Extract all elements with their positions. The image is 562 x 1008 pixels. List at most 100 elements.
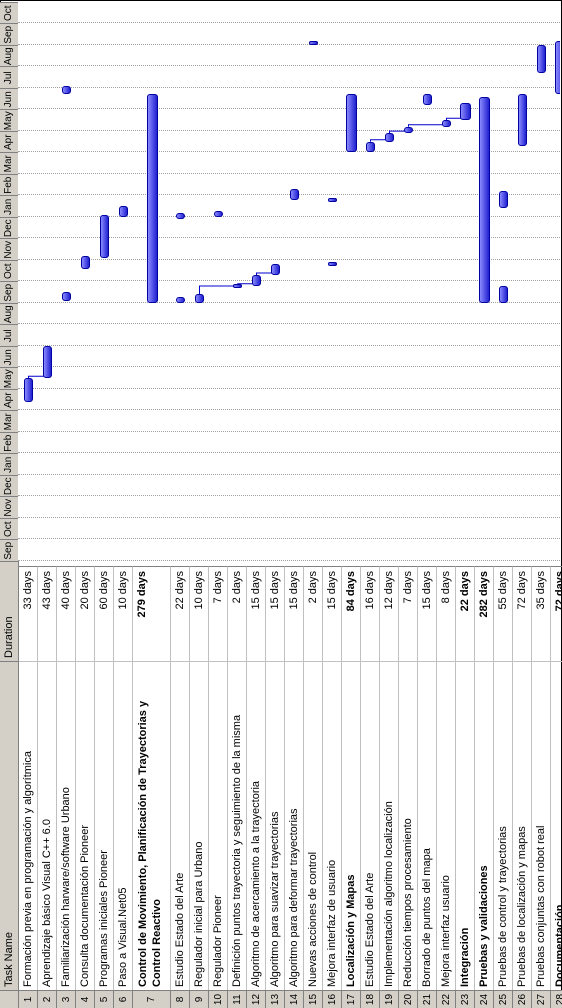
gantt-bar-task-25-segment-2[interactable]: [499, 191, 508, 209]
task-name[interactable]: Algoritmo para deformar trayectorias: [285, 661, 304, 990]
task-id[interactable]: 20: [399, 990, 418, 1008]
task-duration[interactable]: 35 days: [532, 566, 551, 661]
task-name[interactable]: Reducción tiempos procesamiento: [399, 661, 418, 990]
gantt-bar-task-27[interactable]: [537, 45, 546, 73]
task-id[interactable]: 13: [266, 990, 285, 1008]
task-id[interactable]: 6: [114, 990, 133, 1008]
task-id[interactable]: 8: [171, 990, 190, 1008]
gantt-bar-task-28[interactable]: [555, 40, 560, 95]
task-duration[interactable]: 12 days: [380, 566, 399, 661]
gantt-bar-task-11[interactable]: [233, 283, 242, 288]
task-id[interactable]: 17: [342, 990, 361, 1008]
task-id[interactable]: 10: [209, 990, 228, 1008]
task-name[interactable]: Control de Movimiento, Planificación de …: [133, 661, 171, 990]
task-duration[interactable]: 7 days: [209, 566, 228, 661]
task-name[interactable]: Borrado de puntos del mapa: [418, 661, 437, 990]
task-duration[interactable]: 10 days: [114, 566, 133, 661]
gantt-bar-task-10[interactable]: [214, 210, 223, 217]
gantt-bar-task-9[interactable]: [195, 294, 204, 303]
task-duration[interactable]: 40 days: [57, 566, 76, 661]
task-duration[interactable]: 15 days: [247, 566, 266, 661]
gantt-bar-task-20[interactable]: [404, 126, 413, 134]
gantt-bar-task-8[interactable]: [176, 296, 185, 303]
task-id[interactable]: 4: [76, 990, 95, 1008]
id-column-header[interactable]: [0, 990, 18, 1008]
task-duration[interactable]: 2 days: [228, 566, 247, 661]
task-id[interactable]: 12: [247, 990, 266, 1008]
gantt-bar-task-23[interactable]: [460, 103, 471, 121]
task-name[interactable]: Aprendizaje básico Visual C++ 6.0: [38, 661, 57, 990]
task-duration[interactable]: 2 days: [304, 566, 323, 661]
task-name[interactable]: Estudio Estado del Arte: [171, 661, 190, 990]
task-duration[interactable]: 22 days: [171, 566, 190, 661]
task-name[interactable]: Regulador inicial para Urbano: [190, 661, 209, 990]
task-id[interactable]: 16: [323, 990, 342, 1008]
task-id[interactable]: 2: [38, 990, 57, 1008]
gantt-bar-task-26[interactable]: [518, 94, 527, 147]
task-name[interactable]: Consulta documentación Pioneer: [76, 661, 95, 990]
task-name[interactable]: Formación previa en programación y algor…: [19, 661, 38, 990]
gantt-bar-task-5[interactable]: [100, 214, 109, 258]
task-duration[interactable]: 55 days: [494, 566, 513, 661]
gantt-bar-task-24[interactable]: [479, 96, 490, 303]
task-name[interactable]: Algoritmo para suavizar trayectorias: [266, 661, 285, 990]
task-id[interactable]: 23: [456, 990, 475, 1008]
gantt-bar-task-21[interactable]: [423, 94, 432, 106]
task-id[interactable]: 18: [361, 990, 380, 1008]
task-id[interactable]: 1: [19, 990, 38, 1008]
task-id[interactable]: 14: [285, 990, 304, 1008]
task-name[interactable]: Pruebas de localización y mapas: [513, 661, 532, 990]
gantt-bar-task-22[interactable]: [442, 120, 451, 127]
task-duration[interactable]: 7 days: [399, 566, 418, 661]
gantt-bar-task-19[interactable]: [385, 133, 394, 142]
task-name[interactable]: Programas iniciales Pioneer: [95, 661, 114, 990]
task-duration[interactable]: 15 days: [285, 566, 304, 661]
gantt-bar-task-13[interactable]: [271, 264, 280, 276]
task-id[interactable]: 28: [551, 990, 562, 1008]
gantt-bar-task-3-segment-2[interactable]: [62, 85, 71, 95]
task-name[interactable]: Paso a Visual.Net05: [114, 661, 133, 990]
task-id[interactable]: 21: [418, 990, 437, 1008]
duration-column-header[interactable]: Duration: [0, 561, 18, 661]
task-name[interactable]: Nuevas acciones de control: [304, 661, 323, 990]
task-duration[interactable]: 8 days: [437, 566, 456, 661]
task-id[interactable]: 11: [228, 990, 247, 1008]
gantt-bar-task-15[interactable]: [309, 40, 318, 45]
task-name[interactable]: Mejora interfaz de usuario: [323, 661, 342, 990]
task-duration[interactable]: 20 days: [76, 566, 95, 661]
task-name[interactable]: Implementación algoritmo localización: [380, 661, 399, 990]
task-name[interactable]: Pruebas de control y trayectorias: [494, 661, 513, 990]
task-id[interactable]: 26: [513, 990, 532, 1008]
task-id[interactable]: 5: [95, 990, 114, 1008]
task-id[interactable]: 19: [380, 990, 399, 1008]
task-duration[interactable]: 15 days: [418, 566, 437, 661]
task-duration[interactable]: 33 days: [19, 566, 38, 661]
task-name[interactable]: Definición puntos trayectoria y seguimie…: [228, 661, 247, 990]
task-duration[interactable]: 72 days: [551, 566, 562, 661]
gantt-bar-task-3[interactable]: [62, 292, 71, 301]
task-duration[interactable]: 279 days: [133, 566, 171, 661]
task-id[interactable]: 15: [304, 990, 323, 1008]
task-name[interactable]: Mejora interfaz usuario: [437, 661, 456, 990]
gantt-bar-task-17[interactable]: [346, 94, 357, 153]
gantt-bar-task-25[interactable]: [499, 285, 508, 303]
task-duration[interactable]: 22 days: [456, 566, 475, 661]
gantt-bar-task-16[interactable]: [328, 262, 337, 267]
task-name[interactable]: Localización y Mapas: [342, 661, 361, 990]
task-name-column-header[interactable]: Task Name: [0, 661, 18, 990]
task-id[interactable]: 3: [57, 990, 76, 1008]
gantt-bar-task-8-segment-2[interactable]: [176, 212, 185, 220]
task-id[interactable]: 24: [475, 990, 494, 1008]
task-name[interactable]: Integración: [456, 661, 475, 990]
task-name[interactable]: Regulador Pioneer: [209, 661, 228, 990]
gantt-bar-task-1[interactable]: [24, 378, 33, 402]
gantt-bar-task-4[interactable]: [81, 255, 90, 269]
task-duration[interactable]: 84 days: [342, 566, 361, 661]
gantt-bar-task-2[interactable]: [43, 346, 52, 379]
task-duration[interactable]: 60 days: [95, 566, 114, 661]
gantt-bar-task-7[interactable]: [146, 94, 158, 303]
task-name[interactable]: Pruebas y validaciones: [475, 661, 494, 990]
gantt-bar-task-18[interactable]: [366, 141, 375, 153]
gantt-bar-task-6[interactable]: [119, 206, 128, 217]
task-name[interactable]: Documentación: [551, 661, 562, 990]
